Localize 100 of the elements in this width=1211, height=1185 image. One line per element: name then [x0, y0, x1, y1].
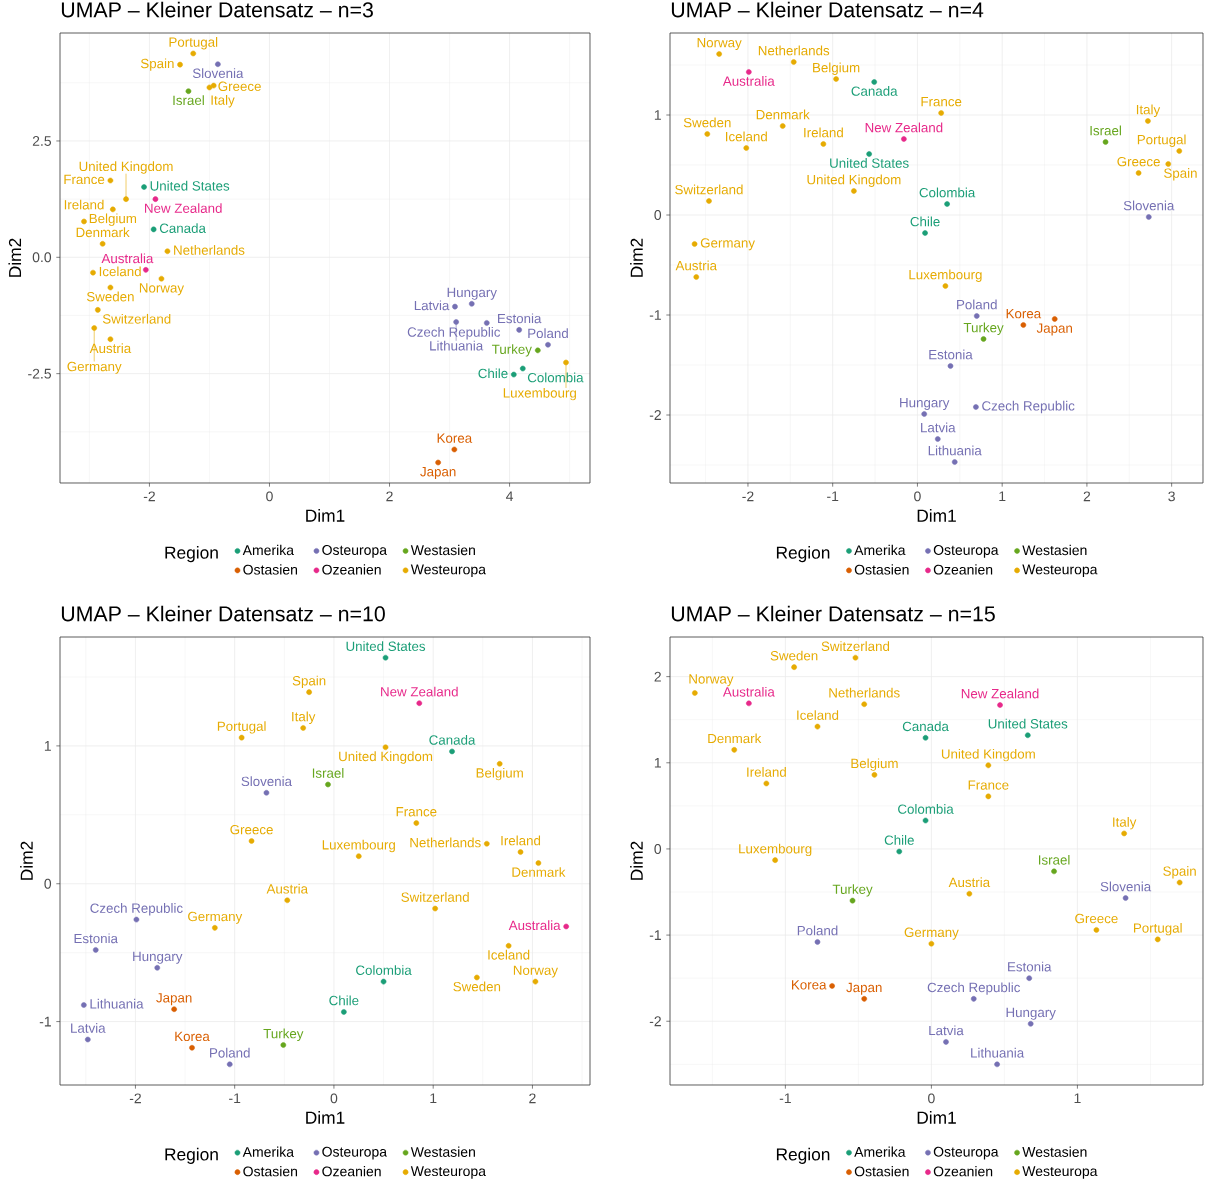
point	[185, 88, 192, 94]
data-label: Canada	[902, 721, 949, 732]
data-label: United Kingdom	[339, 751, 433, 764]
point	[107, 336, 114, 343]
data-label: Switzerland	[102, 313, 171, 324]
point	[177, 61, 183, 68]
data-label: Slovenia	[1100, 881, 1152, 892]
y-tick-label: 2	[654, 671, 661, 682]
point	[704, 131, 711, 137]
point	[154, 965, 161, 971]
data-label: Colombia	[919, 187, 976, 198]
point	[355, 853, 362, 859]
data-label: Poland	[528, 328, 568, 339]
y-tick-label: -1	[649, 310, 661, 320]
data-label: Italy	[1136, 104, 1161, 117]
data-label: Korea	[1006, 309, 1042, 319]
data-label: Hungary	[900, 398, 950, 410]
data-label: Netherlands	[174, 245, 245, 255]
point	[934, 436, 941, 442]
data-label: Estonia	[929, 349, 973, 360]
point	[190, 50, 197, 57]
data-label: Portugal	[1133, 922, 1182, 936]
data-label: Japan	[1036, 323, 1072, 336]
point	[1145, 214, 1152, 220]
data-label: Germany	[700, 238, 755, 251]
point	[829, 983, 835, 989]
data-label: Turkey	[263, 1028, 304, 1041]
legend-label: Ostasien	[243, 564, 298, 575]
data-label: Korea	[437, 433, 473, 443]
legend-title: Region	[776, 546, 830, 563]
data-label: New Zealand	[381, 686, 458, 697]
x-tick-label: 2	[386, 491, 393, 502]
data-label: Canada	[429, 734, 476, 745]
data-label: New Zealand	[865, 122, 943, 133]
point	[861, 996, 868, 1002]
point	[1176, 148, 1183, 154]
data-label: United States	[988, 718, 1068, 729]
legend-label: Westasien	[410, 544, 475, 556]
point	[814, 723, 821, 730]
data-label: Netherlands	[758, 45, 830, 56]
legend-label: Ostasien	[854, 564, 909, 575]
point	[123, 196, 129, 202]
data-label: Italy	[211, 94, 235, 108]
point	[1024, 732, 1031, 739]
point	[814, 939, 821, 945]
legend-label: Westeuropa	[410, 564, 486, 578]
data-label: Spain	[1163, 866, 1196, 879]
data-label: Chile	[910, 216, 940, 227]
point	[1051, 868, 1057, 875]
chart-title: UMAP – Kleiner Datensatz – n=4	[671, 1, 984, 18]
chart-title: UMAP – Kleiner Datensatz – n=15	[671, 605, 995, 622]
point	[1102, 139, 1109, 145]
chart-title: UMAP – Kleiner Datensatz – n=10	[61, 605, 385, 622]
data-label: France	[396, 807, 437, 817]
y-tick-label: -1	[649, 930, 661, 940]
point	[107, 284, 114, 291]
point	[496, 761, 503, 767]
point	[81, 218, 87, 225]
point	[980, 336, 987, 342]
data-label: Denmark	[76, 227, 130, 238]
data-label: France	[921, 97, 962, 107]
point	[341, 1009, 347, 1015]
data-label: Belgium	[851, 758, 898, 771]
legend-label: Osteuropa	[933, 545, 999, 558]
data-label: Lithuania	[971, 1047, 1025, 1058]
data-label: Lithuania	[90, 998, 144, 1009]
point	[453, 319, 459, 325]
point	[772, 857, 778, 863]
point	[938, 110, 944, 116]
point	[746, 700, 752, 707]
data-label: Latvia	[71, 1023, 106, 1033]
data-label: Chile	[884, 835, 914, 845]
point	[474, 974, 480, 981]
x-tick-label: -2	[129, 1093, 141, 1104]
data-label: Greece	[1075, 913, 1118, 924]
legend-label: Osteuropa	[322, 1146, 388, 1160]
point	[779, 123, 786, 129]
data-label: United States	[830, 158, 909, 168]
legend-title: Region	[165, 546, 218, 563]
point	[143, 267, 149, 273]
point	[284, 897, 291, 904]
legend-label: Ozeanien	[322, 1166, 381, 1177]
x-tick-label: 0	[266, 491, 273, 502]
point	[692, 690, 698, 696]
data-label: Portugal	[217, 721, 266, 734]
data-label: Korea	[175, 1031, 210, 1042]
point	[158, 275, 165, 282]
x-tick-label: -2	[742, 491, 754, 502]
data-label: Iceland	[99, 266, 141, 277]
data-label: Canada	[851, 86, 898, 96]
data-label: Ireland	[64, 199, 104, 210]
point	[563, 359, 569, 366]
legend-label: Ozeanien	[933, 1166, 993, 1177]
data-label: Belgium	[476, 767, 523, 781]
point	[849, 897, 856, 904]
x-tick-label: -1	[229, 1093, 241, 1104]
legend-label: Ozeanien	[933, 564, 993, 575]
data-label: Luxembourg	[503, 387, 576, 401]
point	[483, 320, 490, 326]
data-label: Italy	[292, 711, 316, 724]
